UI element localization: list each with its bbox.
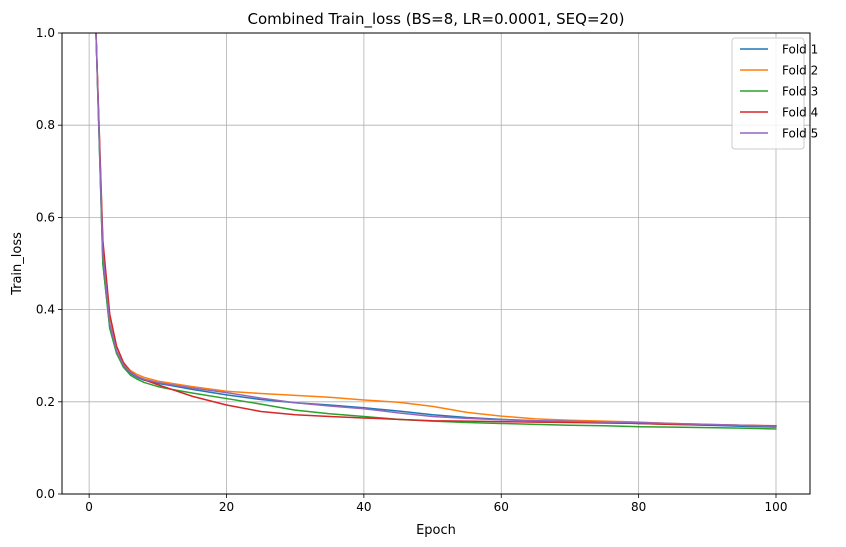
y-axis-label: Train_loss: [10, 232, 25, 296]
series-line-fold-3: [95, 33, 777, 430]
y-tick-label: 0.2: [36, 395, 55, 409]
chart-title: Combined Train_loss (BS=8, LR=0.0001, SE…: [248, 10, 625, 29]
x-axis-label: Epoch: [416, 523, 456, 538]
series-line-fold-4: [95, 33, 777, 427]
legend-label-fold-4: Fold 4: [782, 106, 818, 120]
legend: Fold 1 Fold 2 Fold 3 Fold 4 Fold 5: [731, 37, 818, 150]
x-axis: 0 20 40 60 80 100: [85, 494, 787, 514]
x-tick-label: 80: [631, 500, 646, 514]
y-tick-label: 0.0: [36, 487, 55, 501]
y-tick-label: 1.0: [36, 26, 55, 40]
x-tick-label: 0: [85, 500, 93, 514]
plot-frame: [61, 32, 811, 495]
x-tick-label: 60: [494, 500, 509, 514]
series-line-fold-5: [95, 33, 777, 427]
legend-label-fold-3: Fold 3: [782, 85, 818, 99]
x-tick-label: 100: [765, 500, 788, 514]
legend-frame: [731, 37, 805, 150]
x-tick-label: 20: [219, 500, 234, 514]
legend-label-fold-1: Fold 1: [782, 43, 818, 57]
series-layer: [95, 33, 777, 430]
legend-label-fold-5: Fold 5: [782, 127, 818, 141]
legend-label-fold-2: Fold 2: [782, 64, 818, 78]
y-tick-label: 0.8: [36, 118, 55, 132]
x-tick-label: 40: [356, 500, 371, 514]
y-tick-label: 0.4: [36, 303, 55, 317]
y-tick-label: 0.6: [36, 210, 55, 224]
y-axis: 0.0 0.2 0.4 0.6 0.8 1.0: [36, 26, 62, 501]
